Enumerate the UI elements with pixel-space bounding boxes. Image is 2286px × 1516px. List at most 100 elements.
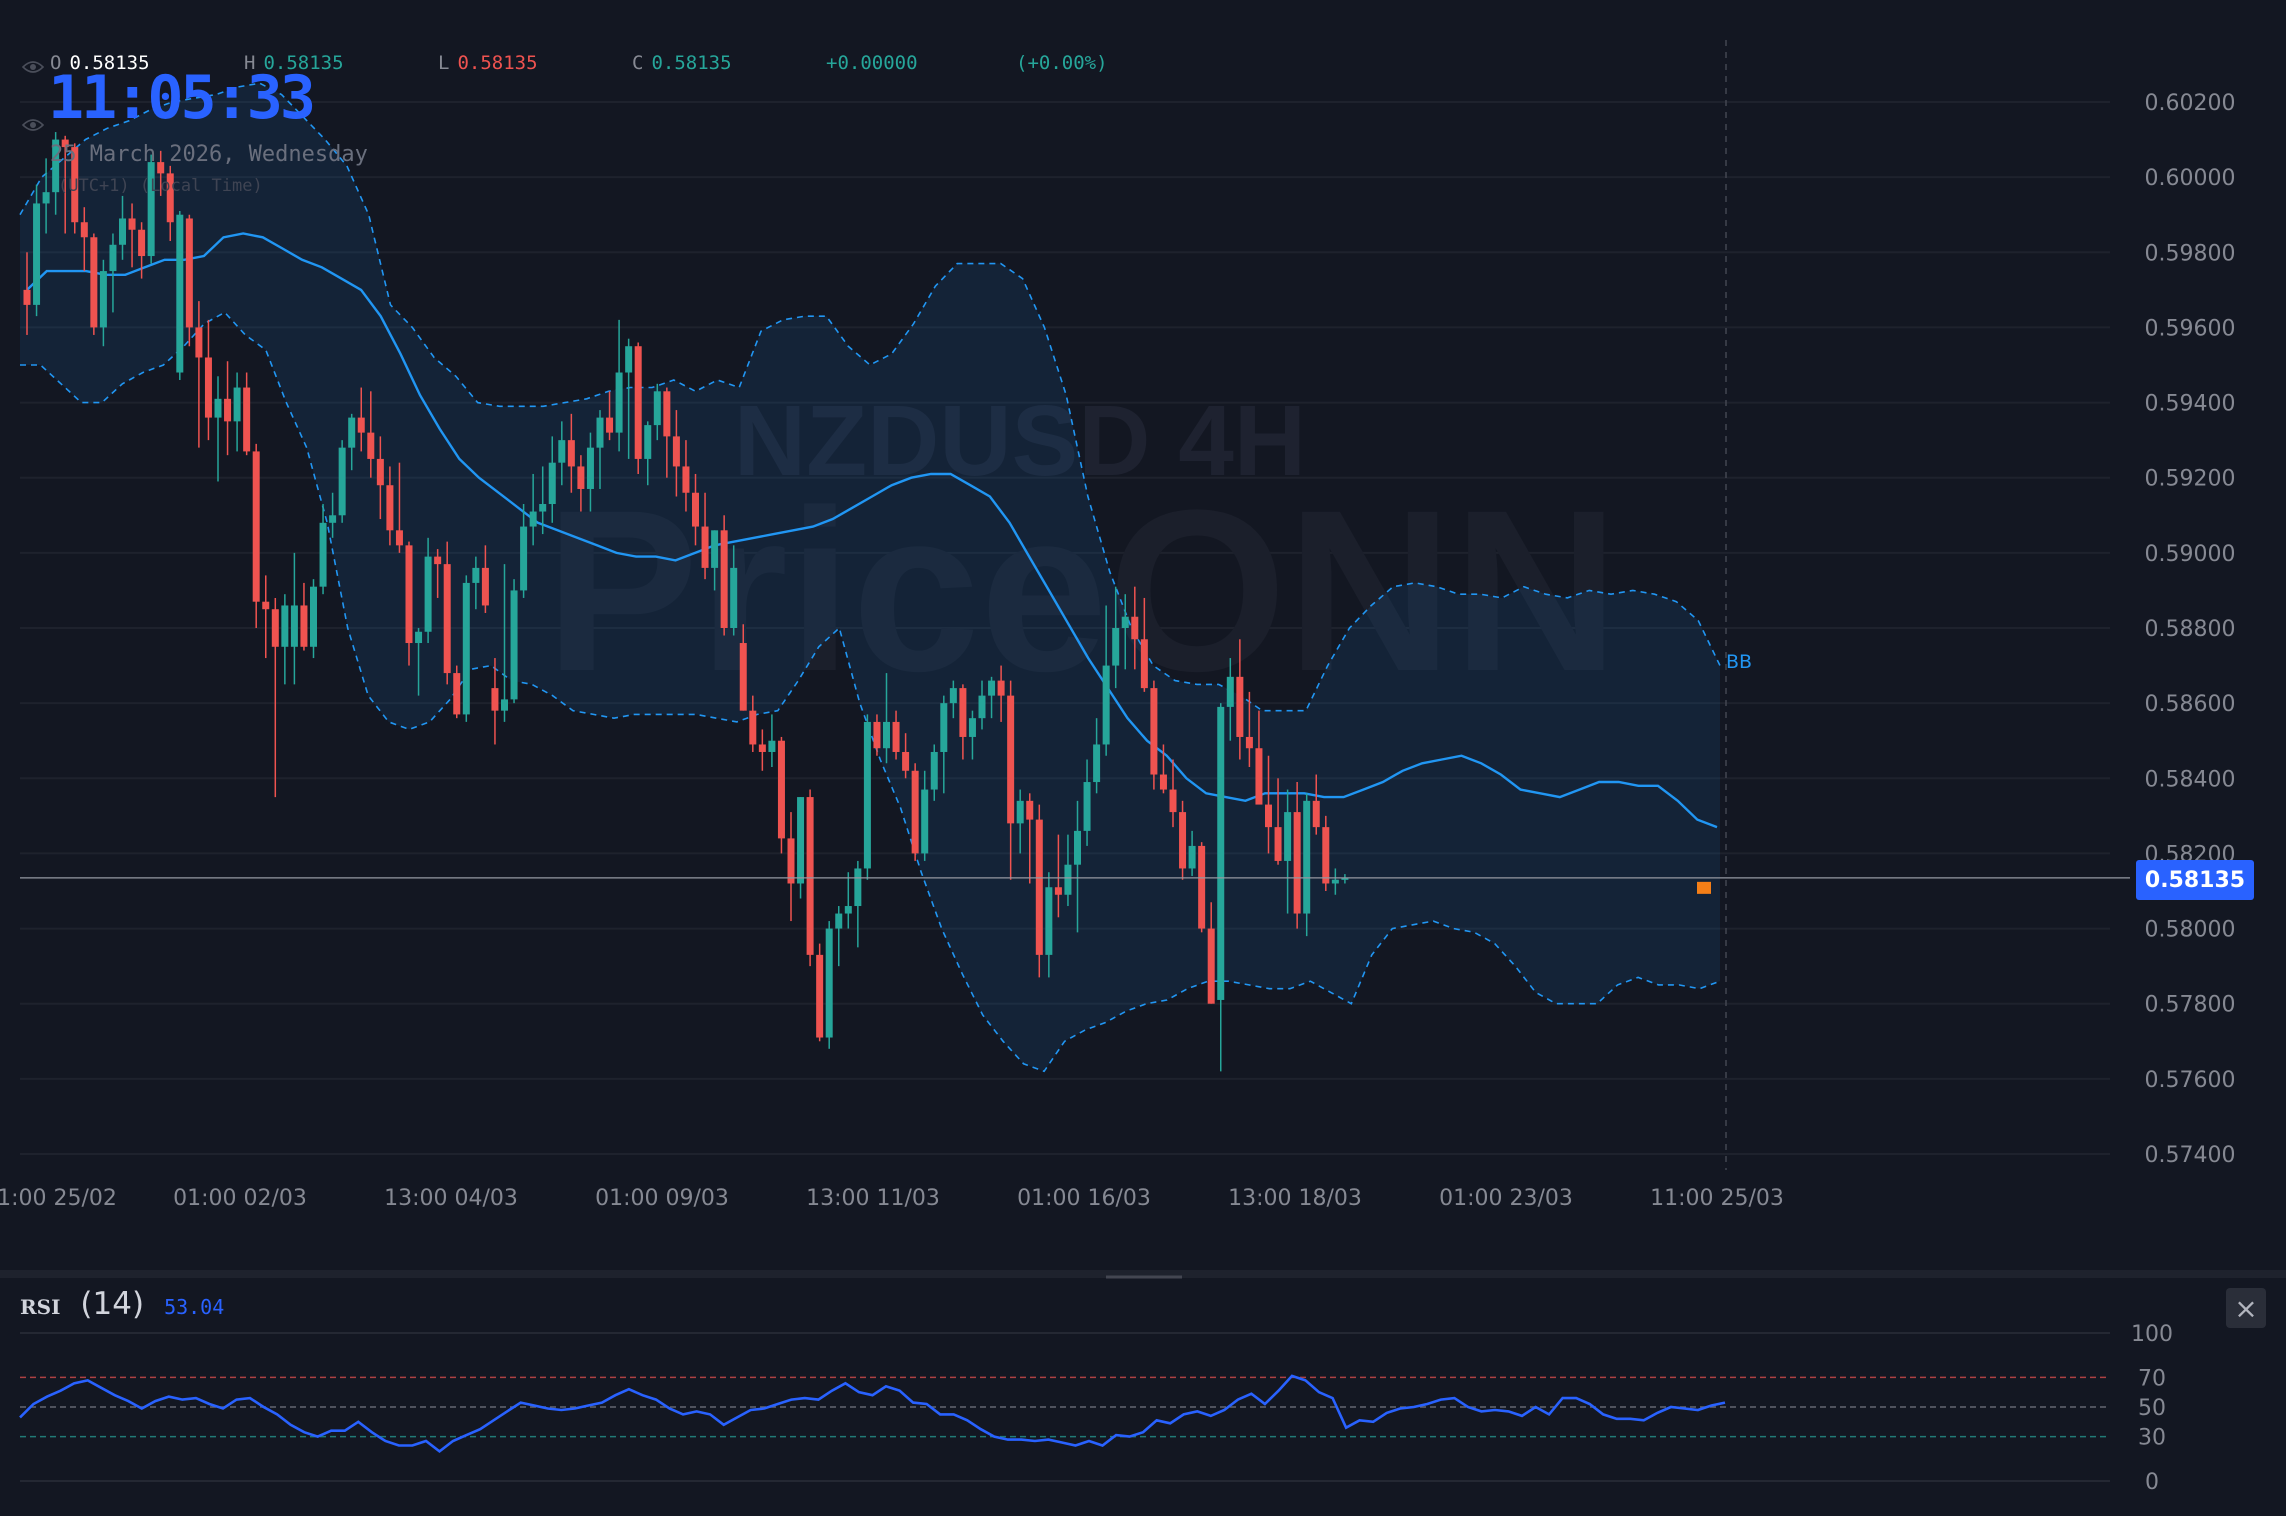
candle <box>720 515 728 636</box>
time-tick-label: 13:00 04/03 <box>384 1186 518 1211</box>
candle-body <box>119 218 126 245</box>
candle <box>634 342 642 474</box>
candle <box>653 383 661 441</box>
candle <box>883 673 890 764</box>
candle <box>892 710 900 760</box>
candle-body <box>510 590 518 700</box>
candle-body <box>768 740 776 752</box>
candle <box>176 210 184 381</box>
pane-separator <box>0 1270 2286 1279</box>
candle <box>1159 744 1167 794</box>
candle-body <box>577 466 585 489</box>
close-pane-button[interactable]: × <box>2226 1288 2266 1328</box>
price-tick-label: 0.58400 <box>2145 767 2236 792</box>
candle-body <box>1331 879 1339 884</box>
candle-body <box>625 346 633 373</box>
eye-icon[interactable] <box>22 118 44 132</box>
candle <box>434 549 442 598</box>
price-grid <box>20 101 2110 1155</box>
candle-body <box>711 530 719 568</box>
candle <box>1217 703 1225 1072</box>
candle-body <box>243 387 251 452</box>
time-tick-label: 13:00 18/03 <box>1228 1186 1362 1211</box>
candle <box>147 154 155 264</box>
candle-body <box>1054 887 1062 895</box>
candle-body <box>23 289 31 305</box>
candle-body <box>1150 688 1158 775</box>
low-value: 0.58135 <box>457 52 538 74</box>
candle <box>615 319 623 452</box>
candle <box>825 921 833 1049</box>
last-price-line <box>20 40 2130 1170</box>
price-tick-label: 0.57600 <box>2145 1068 2236 1093</box>
candle-body <box>90 237 98 328</box>
candle-body <box>271 609 279 647</box>
candle-body <box>663 391 671 437</box>
rsi-tick-label: 100 <box>2131 1322 2173 1347</box>
candle-body <box>329 515 337 523</box>
candle <box>138 222 146 279</box>
candle <box>157 150 165 196</box>
candle <box>968 710 976 760</box>
eye-icon[interactable] <box>22 60 44 74</box>
price-tick-label: 0.59000 <box>2145 542 2236 567</box>
candle <box>835 906 843 967</box>
candle-body <box>376 458 384 486</box>
time-tick-label: 01:00 16/03 <box>1017 1186 1151 1211</box>
candle-body <box>147 162 155 257</box>
candle-body <box>138 229 146 257</box>
candle <box>672 410 680 497</box>
candle <box>52 132 60 215</box>
candle <box>99 259 107 347</box>
candle-body <box>1159 774 1167 790</box>
candle <box>90 233 98 335</box>
candle-body <box>720 530 728 628</box>
candle <box>529 473 537 546</box>
candle-body <box>1140 639 1148 689</box>
candle-body <box>214 398 222 418</box>
candle-body <box>42 192 50 204</box>
candle-body <box>453 673 461 715</box>
open-value: 0.58135 <box>69 52 150 74</box>
candle-body <box>644 425 652 459</box>
candle <box>606 391 614 441</box>
candle-body <box>968 718 976 737</box>
candle-body <box>863 721 871 869</box>
candle <box>902 733 910 779</box>
candle-body <box>1322 827 1330 884</box>
candle <box>405 541 413 666</box>
candle-body <box>1217 706 1225 1000</box>
candle-body <box>682 466 690 493</box>
candle-body <box>1255 748 1263 805</box>
rsi-line <box>19 1374 1726 1454</box>
candle-body <box>348 417 356 448</box>
candle <box>1102 605 1110 756</box>
candle-body <box>1131 616 1139 640</box>
candle <box>548 436 556 523</box>
bb-basis-line <box>26 232 1718 829</box>
candle <box>1331 868 1339 895</box>
candle-body <box>300 605 308 647</box>
candle-body <box>71 147 79 223</box>
price-axis: 0.60200 0.60000 0.59800 0.59600 0.59400 0.592… <box>2145 91 2236 1168</box>
candle-body <box>176 214 184 373</box>
candle-body <box>548 462 556 505</box>
candle <box>797 797 805 899</box>
candle <box>1322 815 1330 891</box>
candle-body <box>1121 616 1129 628</box>
candle <box>949 680 957 719</box>
candle-body <box>1074 830 1081 865</box>
candle <box>1255 710 1263 805</box>
candle <box>586 432 594 512</box>
candle <box>1245 691 1253 768</box>
candle <box>1112 586 1120 689</box>
candle <box>1121 594 1129 670</box>
candle <box>1064 834 1072 907</box>
candle-body <box>854 868 862 907</box>
price-tick-label: 0.58800 <box>2145 617 2236 642</box>
candle <box>1026 793 1034 884</box>
candle-body <box>692 492 699 527</box>
candle-body <box>1207 928 1215 1004</box>
candle <box>472 556 480 610</box>
